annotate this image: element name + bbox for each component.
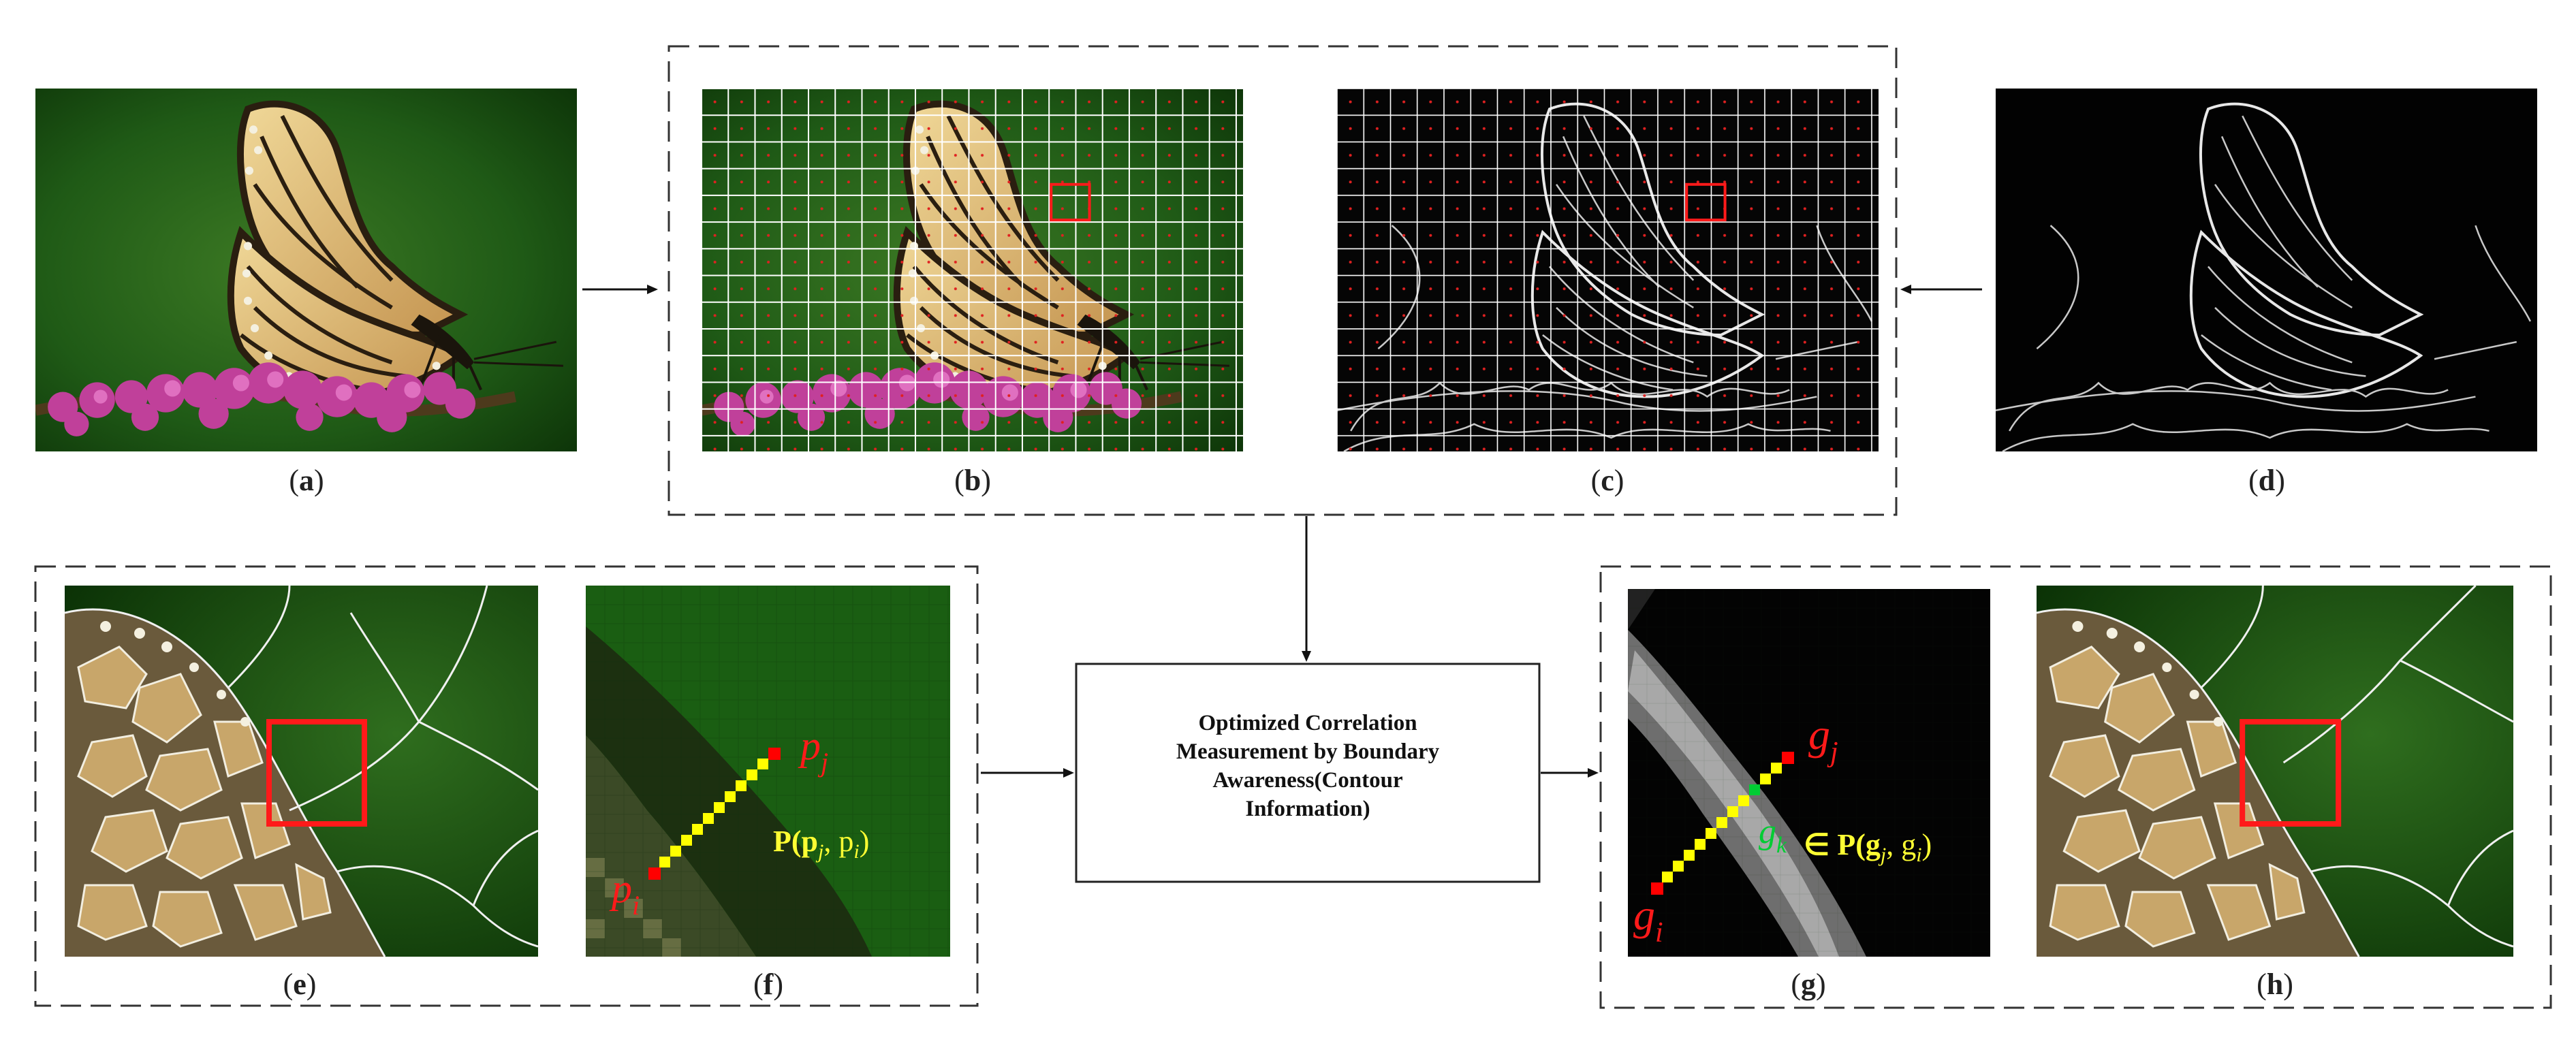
box-text-line-3: Awareness(Contour bbox=[1212, 768, 1402, 793]
correlation-measurement-box: Optimized Correlation Measurement by Bou… bbox=[1075, 663, 1541, 883]
panel-d-label: (d) bbox=[2248, 464, 2285, 497]
label-path-g: ∈ P(gj, gi) bbox=[1804, 828, 1932, 866]
point-g-j-marker bbox=[1782, 752, 1794, 764]
dashed-group-bc bbox=[667, 45, 1898, 516]
label-g-i: gi bbox=[1633, 891, 1663, 949]
arrow-a-to-b bbox=[582, 285, 658, 294]
dashed-group-gh bbox=[1599, 565, 2552, 1009]
panel-f-label: (f) bbox=[753, 968, 783, 1001]
arrow-bc-to-box bbox=[1302, 516, 1311, 662]
arrow-box-to-gh bbox=[1541, 768, 1599, 778]
panel-a-original-image bbox=[35, 89, 577, 451]
panel-h-highlight-box bbox=[2240, 719, 2342, 827]
box-text-line-2: Measurement by Boundary bbox=[1176, 739, 1440, 764]
point-p-i-marker bbox=[648, 867, 661, 880]
arrow-d-to-c bbox=[1900, 285, 1982, 294]
panel-h-label: (h) bbox=[2257, 968, 2293, 1001]
label-g-k: gk bbox=[1759, 812, 1787, 858]
panel-e-highlight-box bbox=[266, 719, 367, 827]
arrow-ef-to-box bbox=[981, 768, 1074, 778]
panel-e-superpixel-segmentation bbox=[65, 586, 538, 957]
label-p-j: pj bbox=[798, 723, 828, 778]
panel-c-grid-contour-image bbox=[1337, 89, 1879, 451]
point-p-j-marker bbox=[768, 748, 781, 760]
panel-g-zoomed-contour-patch: gj gi gk ∈ P(gj, gi) bbox=[1628, 589, 1990, 957]
panel-g-label: (g) bbox=[1791, 968, 1825, 1001]
panel-a-label: (a) bbox=[289, 464, 324, 497]
panel-b-highlight-box bbox=[1050, 182, 1091, 222]
panel-b-label: (b) bbox=[954, 464, 991, 497]
panel-f-zoomed-color-patch: pj pi P(pj, pi) bbox=[586, 586, 950, 957]
panel-d-contour-map bbox=[1996, 89, 2537, 451]
panel-c-highlight-box bbox=[1685, 182, 1727, 222]
point-g-i-marker bbox=[1651, 882, 1663, 895]
panel-c-label: (c) bbox=[1591, 464, 1624, 497]
label-p-i: pi bbox=[609, 866, 640, 921]
box-text-line-1: Optimized Correlation bbox=[1198, 711, 1417, 735]
label-path-p: P(pj, pi) bbox=[773, 825, 869, 863]
panel-b-grid-sampling-image bbox=[702, 89, 1243, 451]
box-text-line-4: Information) bbox=[1245, 797, 1370, 821]
panel-e-label: (e) bbox=[283, 968, 317, 1001]
label-g-j: gj bbox=[1808, 710, 1838, 768]
point-g-k-marker bbox=[1749, 784, 1760, 795]
panel-h-refined-segmentation bbox=[2037, 586, 2513, 957]
